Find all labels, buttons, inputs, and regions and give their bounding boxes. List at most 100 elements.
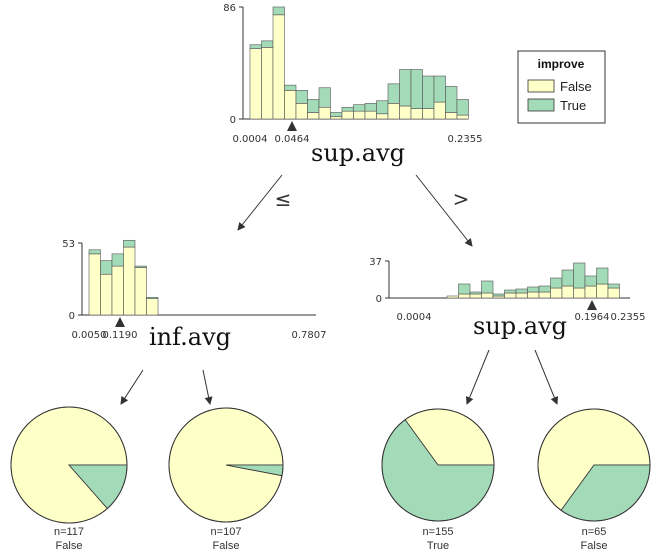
root-bar-false-7 <box>330 116 343 120</box>
root-bar-true-3 <box>284 84 297 91</box>
left-bar-true-2 <box>111 253 124 267</box>
left-bar-false-2 <box>111 265 124 316</box>
right-bar-true-13 <box>596 267 609 285</box>
root-bar-true-4 <box>295 90 308 104</box>
root-bar-true-6 <box>318 87 331 108</box>
right-bar-true-7 <box>527 286 540 293</box>
right-bar-false-14 <box>607 287 620 299</box>
edge-right-leaf3-arrow <box>465 349 490 405</box>
root-bar-false-15 <box>422 108 435 120</box>
edge-root-right-arrow <box>415 174 473 247</box>
right-bar-false-10 <box>561 285 574 299</box>
left-y-tick-label-top: 53 <box>62 239 75 250</box>
right-bar-true-12 <box>584 275 597 287</box>
legend-label-true: True <box>560 98 586 113</box>
root-node-label: sup.avg <box>311 139 405 167</box>
right-bar-false-1 <box>458 293 471 299</box>
right-bar-false-9 <box>550 287 563 299</box>
root-bar-true-9 <box>353 104 366 112</box>
left-x-tick-label-0: 0.0050 <box>72 330 107 341</box>
legend: improve False True <box>517 50 606 124</box>
edge-root-left-arrow <box>237 174 283 231</box>
root-bar-false-6 <box>318 106 331 120</box>
leaf-1-n-label: n=117 <box>54 526 84 538</box>
legend-swatch-true <box>527 98 555 112</box>
leaf-4-class-label: False <box>581 540 608 552</box>
left-node-label: inf.avg <box>149 323 231 351</box>
root-bar-false-1 <box>261 47 274 120</box>
root-bar-false-12 <box>387 103 400 120</box>
right-bar-false-12 <box>584 285 597 299</box>
root-bar-true-7 <box>330 112 343 117</box>
leaf-4-pie <box>537 408 651 522</box>
root-bar-true-0 <box>249 44 262 49</box>
root-bar-true-13 <box>399 69 412 107</box>
root-bar-false-9 <box>353 110 366 120</box>
root-bar-false-8 <box>341 110 354 120</box>
right-bar-true-6 <box>515 288 528 294</box>
right-x-tick-label-0: 0.0004 <box>397 312 432 323</box>
leaf-2-pie <box>168 407 284 523</box>
root-bar-true-15 <box>422 75 435 109</box>
root-x-tick-label-2: 0.2355 <box>448 134 483 145</box>
right-node-label: sup.avg <box>473 312 567 340</box>
root-bar-true-8 <box>341 106 354 112</box>
root-x-tick-label-0: 0.0004 <box>233 134 268 145</box>
leaf-2-n-label: n=107 <box>211 526 242 538</box>
right-bar-true-3 <box>481 280 494 294</box>
leaf-4-outline <box>537 408 651 522</box>
right-bar-true-4 <box>492 293 505 297</box>
root-bar-false-14 <box>410 108 423 120</box>
root-split-marker <box>287 121 297 131</box>
right-bar-false-5 <box>504 292 517 299</box>
root-bar-true-14 <box>410 69 423 109</box>
leaf-1-class-label: False <box>56 540 83 552</box>
right-node-histogram: 37 0 0.0004 0.1964 0.2355 <box>369 257 645 323</box>
edge-label-right: > <box>453 187 470 211</box>
left-bar-true-4 <box>134 265 147 268</box>
leaf-3-outline <box>381 408 495 522</box>
root-bar-true-18 <box>456 99 469 116</box>
right-bar-true-2 <box>469 291 482 295</box>
right-bar-true-14 <box>607 283 620 289</box>
right-bar-false-6 <box>515 292 528 299</box>
right-x-tick-label-2: 0.2355 <box>611 312 646 323</box>
right-bar-true-5 <box>504 289 517 294</box>
root-bar-false-4 <box>295 103 308 120</box>
right-y-tick-label-zero: 0 <box>376 294 382 305</box>
root-bar-true-11 <box>376 100 389 115</box>
root-bar-false-18 <box>456 114 469 120</box>
edge-left-leaf1-arrow <box>120 369 144 405</box>
left-bar-false-0 <box>88 253 101 316</box>
root-node-histogram: 86 0 0.0004 0.0464 0.2355 <box>223 3 482 145</box>
right-bar-false-13 <box>596 283 609 299</box>
root-bar-false-0 <box>249 48 262 120</box>
legend-swatch-false <box>527 79 555 93</box>
root-bar-false-3 <box>284 90 297 120</box>
root-y-tick-label-top: 86 <box>223 3 236 14</box>
right-bar-true-11 <box>573 262 586 289</box>
right-x-tick-label-1: 0.1964 <box>575 312 610 323</box>
right-y-tick-label-top: 37 <box>369 257 382 268</box>
left-bar-false-3 <box>123 246 136 316</box>
root-bar-false-10 <box>364 110 377 120</box>
leaf-3-class-label: True <box>427 540 449 552</box>
leaf-2-outline <box>168 407 284 523</box>
leaf-2-class-label: False <box>213 540 240 552</box>
left-bar-false-4 <box>134 267 147 316</box>
right-bar-true-8 <box>538 285 551 293</box>
root-bar-false-5 <box>307 112 320 120</box>
right-bar-false-2 <box>469 293 482 299</box>
leaf-3-n-label: n=155 <box>423 526 454 538</box>
edge-right-leaf4-arrow <box>534 349 559 405</box>
root-bar-true-10 <box>364 103 377 112</box>
left-bar-false-5 <box>146 298 159 316</box>
root-bar-false-13 <box>399 105 412 120</box>
right-bar-true-9 <box>550 277 563 289</box>
left-bar-true-0 <box>88 249 101 255</box>
right-bar-false-11 <box>573 287 586 299</box>
root-bar-true-1 <box>261 40 274 48</box>
right-split-marker <box>587 300 597 310</box>
